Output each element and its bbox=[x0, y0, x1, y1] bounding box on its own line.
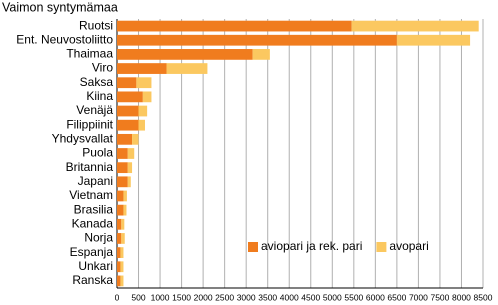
bar bbox=[117, 105, 139, 117]
y-tick-label: Unkari bbox=[78, 259, 113, 273]
bar bbox=[117, 190, 124, 202]
x-tick-label: 8500 bbox=[474, 292, 493, 302]
bar bbox=[117, 63, 167, 74]
bar bbox=[351, 20, 479, 32]
bar bbox=[117, 91, 143, 103]
bar bbox=[132, 133, 139, 145]
x-tick-label: 6000 bbox=[366, 292, 385, 302]
y-tick-label: Saksa bbox=[80, 75, 114, 89]
bar bbox=[120, 261, 124, 273]
y-tick-label: Brasilia bbox=[74, 202, 114, 216]
x-tick-label: 4000 bbox=[280, 292, 299, 302]
bar bbox=[117, 275, 121, 287]
x-tick-label: 7000 bbox=[409, 292, 428, 302]
bar bbox=[117, 176, 128, 188]
bar bbox=[127, 162, 133, 174]
bar bbox=[127, 148, 135, 159]
y-tick-label: Venäjä bbox=[76, 103, 113, 117]
x-tick-label: 1500 bbox=[172, 292, 191, 302]
bar bbox=[117, 34, 397, 46]
legend-label: aviopari ja rek. pari bbox=[261, 239, 362, 253]
legend-swatch bbox=[248, 242, 258, 252]
x-tick-label: 5500 bbox=[344, 292, 363, 302]
x-tick-label: 4500 bbox=[301, 292, 320, 302]
y-tick-label: Thaimaa bbox=[66, 47, 113, 61]
y-tick-label: Norja bbox=[84, 231, 113, 245]
y-tick-label: Viro bbox=[92, 61, 113, 75]
x-tick-label: 500 bbox=[131, 292, 145, 302]
y-tick-label: Japani bbox=[78, 174, 113, 188]
bar bbox=[252, 49, 270, 60]
x-tick-label: 8000 bbox=[452, 292, 471, 302]
x-tick-label: 2500 bbox=[215, 292, 234, 302]
bar bbox=[121, 233, 125, 244]
legend-swatch bbox=[376, 242, 387, 252]
bar bbox=[117, 133, 133, 145]
bar bbox=[123, 204, 127, 216]
bar bbox=[117, 204, 124, 216]
bar bbox=[396, 34, 471, 46]
bar bbox=[117, 77, 137, 89]
x-tick-label: 1000 bbox=[151, 292, 170, 302]
x-tick-label: 2000 bbox=[194, 292, 213, 302]
bar bbox=[117, 148, 128, 159]
legend-label: avopari bbox=[389, 239, 428, 253]
bar bbox=[117, 20, 352, 32]
x-tick-label: 3500 bbox=[258, 292, 277, 302]
bar bbox=[117, 119, 139, 131]
bar bbox=[127, 176, 131, 188]
x-tick-label: 3000 bbox=[237, 292, 256, 302]
bar bbox=[120, 275, 124, 287]
x-tick-label: 7500 bbox=[430, 292, 449, 302]
y-tick-label: Yhdysvallat bbox=[52, 132, 114, 146]
bar bbox=[117, 261, 121, 273]
bar bbox=[138, 105, 148, 117]
x-tick-label: 6500 bbox=[387, 292, 406, 302]
y-tick-label: Britannia bbox=[66, 160, 114, 174]
bar bbox=[136, 77, 152, 89]
bar bbox=[166, 63, 208, 74]
y-tick-label: Ruotsi bbox=[79, 18, 113, 32]
y-tick-label: Ranska bbox=[72, 273, 113, 287]
y-tick-label: Kanada bbox=[72, 216, 114, 230]
y-tick-label: Puola bbox=[82, 146, 113, 160]
bar bbox=[138, 119, 145, 131]
x-tick-label: 0 bbox=[115, 292, 120, 302]
bar bbox=[117, 233, 122, 244]
x-tick-label: 5000 bbox=[323, 292, 342, 302]
y-tick-label: Filippiinit bbox=[66, 117, 113, 131]
bar bbox=[121, 218, 125, 230]
bar bbox=[117, 218, 122, 230]
bar bbox=[117, 247, 121, 258]
y-tick-label: Vietnam bbox=[69, 188, 113, 202]
y-tick-label: Kiina bbox=[86, 89, 113, 103]
bar bbox=[120, 247, 124, 258]
bar bbox=[123, 190, 127, 202]
bar bbox=[142, 91, 152, 103]
chart-title: Vaimon syntymämaa bbox=[2, 0, 118, 14]
y-tick-label: Espanja bbox=[70, 245, 114, 259]
y-tick-label: Ent. Neuvostoliitto bbox=[16, 32, 113, 46]
bar bbox=[117, 162, 128, 174]
bar bbox=[117, 49, 253, 60]
